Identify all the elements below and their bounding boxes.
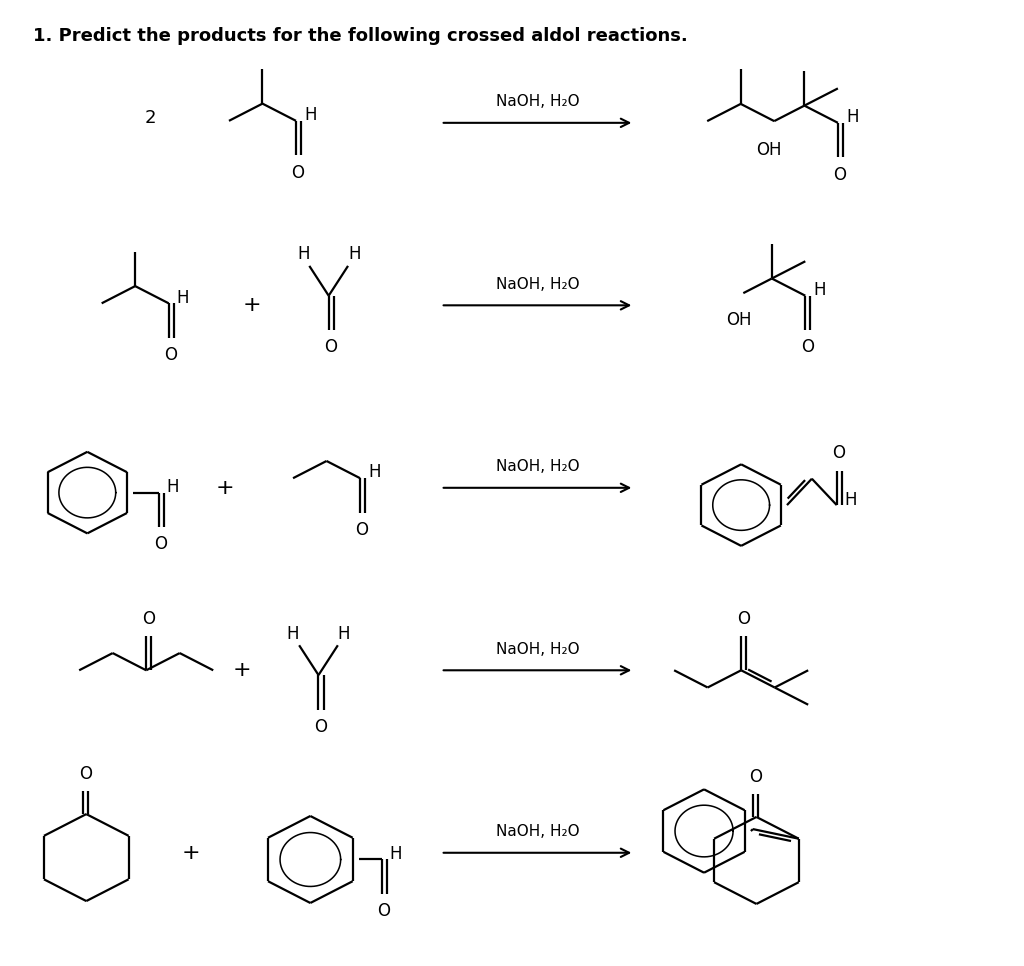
Text: NaOH, H₂O: NaOH, H₂O — [496, 824, 580, 839]
Text: O: O — [141, 610, 155, 628]
Text: NaOH, H₂O: NaOH, H₂O — [496, 459, 580, 474]
Text: H: H — [167, 478, 179, 496]
Text: H: H — [846, 108, 858, 127]
Text: 1. Predict the products for the following crossed aldol reactions.: 1. Predict the products for the followin… — [34, 27, 688, 44]
Text: O: O — [377, 902, 390, 921]
Text: +: + — [182, 842, 201, 863]
Text: OH: OH — [757, 141, 782, 159]
Text: H: H — [348, 245, 360, 264]
Text: O: O — [325, 338, 337, 356]
Text: O: O — [801, 338, 814, 356]
Text: O: O — [833, 444, 845, 463]
Text: OH: OH — [726, 311, 752, 329]
Text: H: H — [390, 844, 402, 863]
Text: +: + — [243, 296, 261, 315]
Text: NaOH, H₂O: NaOH, H₂O — [496, 95, 580, 109]
Text: H: H — [297, 245, 309, 264]
Text: H: H — [287, 625, 299, 642]
Text: O: O — [155, 535, 167, 554]
Text: H: H — [338, 625, 350, 642]
Text: O: O — [834, 165, 847, 184]
Text: O: O — [736, 610, 750, 628]
Text: O: O — [314, 718, 327, 736]
Text: H: H — [845, 492, 857, 509]
Text: H: H — [304, 106, 316, 124]
Text: O: O — [164, 346, 177, 364]
Text: H: H — [177, 289, 189, 306]
Text: O: O — [79, 765, 92, 783]
Text: H: H — [368, 464, 381, 481]
Text: O: O — [292, 163, 304, 182]
Text: O: O — [749, 768, 762, 786]
Text: H: H — [813, 281, 825, 298]
Text: O: O — [355, 521, 369, 539]
Text: +: + — [232, 661, 252, 680]
Text: NaOH, H₂O: NaOH, H₂O — [496, 641, 580, 657]
Text: 2: 2 — [144, 109, 157, 128]
Text: +: + — [215, 478, 234, 497]
Text: NaOH, H₂O: NaOH, H₂O — [496, 276, 580, 292]
